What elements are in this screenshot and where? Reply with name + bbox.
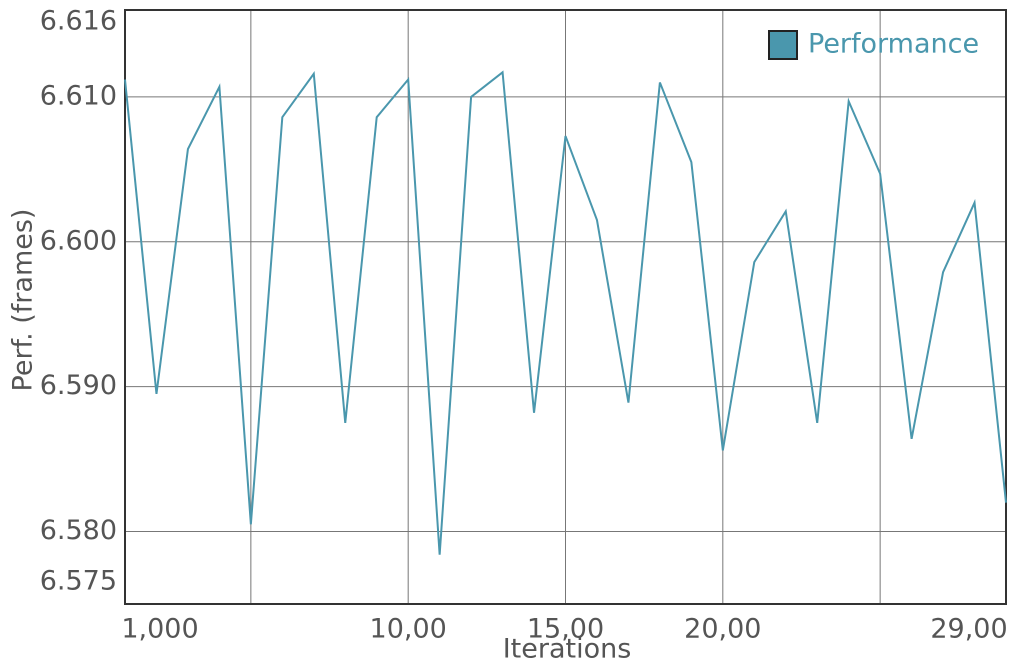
plot-border <box>124 9 1007 605</box>
y-tick-label: 6.610 <box>40 80 117 111</box>
y-tick-label: 6.575 <box>40 566 117 597</box>
x-tick-label: 29,00 <box>930 614 1007 645</box>
x-tick-label: 10,00 <box>370 614 447 645</box>
y-tick-label: 6.580 <box>40 515 117 546</box>
line <box>124 70 1007 555</box>
x-axis-label: Iterations <box>503 634 632 665</box>
legend-label: Performance <box>808 29 979 60</box>
x-tick-label: 1,000 <box>121 614 198 645</box>
legend-swatch <box>768 30 798 60</box>
y-tick-label: 6.590 <box>40 370 117 401</box>
x-tick-label: 15,00 <box>527 614 604 645</box>
x-tick-label: 20,00 <box>684 614 761 645</box>
y-axis-label: Perf. (frames) <box>8 209 39 392</box>
y-tick-label: 6.600 <box>40 225 117 256</box>
y-tick-label: 6.616 <box>40 6 117 37</box>
